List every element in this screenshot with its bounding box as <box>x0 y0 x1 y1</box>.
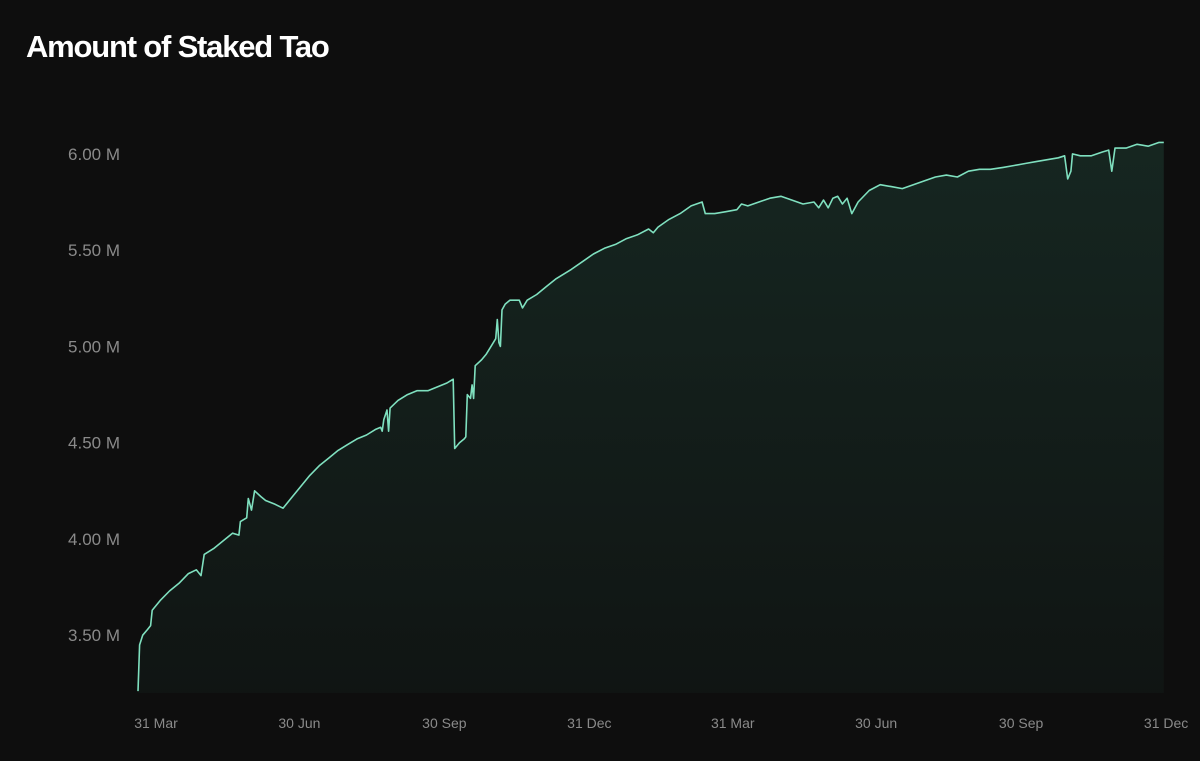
y-tick-label: 5.50 M <box>68 241 120 260</box>
y-tick-label: 5.00 M <box>68 337 120 356</box>
area-layer <box>138 142 1164 693</box>
y-tick-label: 3.50 M <box>68 626 120 645</box>
y-tick-label: 4.50 M <box>68 434 120 453</box>
x-tick-label: 31 Dec <box>1144 715 1188 731</box>
x-axis: 31 Mar 30 Jun 30 Sep 31 Dec 31 Mar 30 Jun 30 S… <box>134 715 1188 731</box>
x-tick-label: 30 Jun <box>855 715 897 731</box>
x-tick-label: 30 Sep <box>999 715 1044 731</box>
x-tick-label: 31 Mar <box>711 715 755 731</box>
x-tick-label: 30 Sep <box>422 715 467 731</box>
line-layer <box>137 141 1164 692</box>
series-area <box>138 142 1164 693</box>
x-tick-label: 31 Mar <box>134 715 178 731</box>
x-tick-label: 31 Dec <box>567 715 611 731</box>
y-tick-label: 4.00 M <box>68 530 120 549</box>
x-tick-label: 30 Jun <box>278 715 320 731</box>
y-axis: 3.50 M 4.00 M 4.50 M 5.00 M 5.50 M 6.00 M <box>68 145 120 645</box>
chart-title: Amount of Staked Tao <box>26 29 330 64</box>
y-tick-label: 6.00 M <box>68 145 120 164</box>
series-line <box>137 141 1164 692</box>
